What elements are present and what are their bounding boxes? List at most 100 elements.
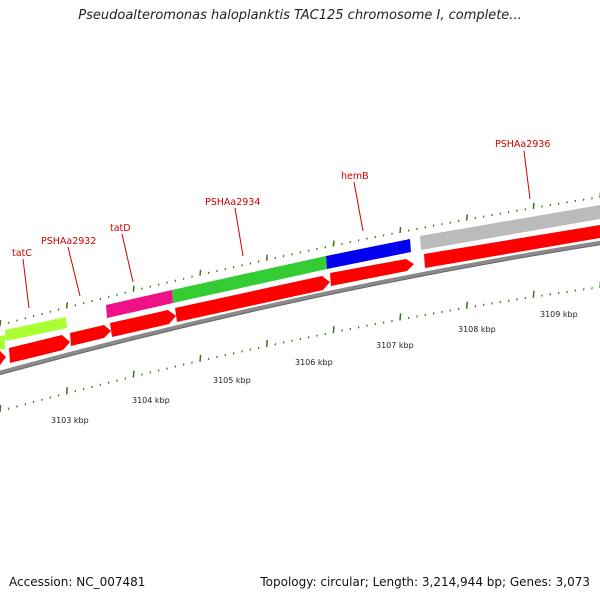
tick-mark xyxy=(299,337,302,341)
tick-mark xyxy=(65,387,69,395)
tick-mark xyxy=(407,229,410,232)
accession-text: Accession: NC_007481 xyxy=(9,575,146,589)
tick-mark xyxy=(499,212,502,215)
tick-mark xyxy=(324,246,327,249)
gene-bar-hemB[interactable] xyxy=(326,239,411,269)
cds-arrow[interactable] xyxy=(70,325,111,346)
tick-mark xyxy=(532,290,535,298)
tick-mark xyxy=(116,379,118,382)
tick-mark xyxy=(382,234,385,237)
tick-mark xyxy=(574,289,577,292)
cds-arrow[interactable] xyxy=(9,335,70,363)
tick-mark xyxy=(399,313,402,321)
tick-mark xyxy=(366,237,368,240)
tick-mark xyxy=(557,202,560,205)
gene-bar-tatD[interactable] xyxy=(106,290,173,318)
tick-mark xyxy=(465,301,469,309)
tick-mark xyxy=(265,339,269,348)
tick-mark xyxy=(174,279,177,282)
tick-mark xyxy=(307,249,310,252)
kbp-label: 3103 kbp xyxy=(51,416,89,425)
gene-bar-tatC[interactable] xyxy=(5,317,67,341)
leader-line xyxy=(121,233,134,283)
tick-mark xyxy=(16,319,18,322)
kbp-label: 3104 kbp xyxy=(132,396,170,405)
gene-label[interactable]: tatD xyxy=(110,223,131,234)
tick-mark xyxy=(374,322,377,326)
tick-mark xyxy=(157,369,160,372)
tick-mark xyxy=(391,232,393,235)
tick-mark xyxy=(491,302,493,305)
tick-mark xyxy=(549,293,552,296)
tick-mark xyxy=(591,197,593,200)
tick-mark xyxy=(132,370,135,378)
tick-mark xyxy=(416,227,418,231)
tick-mark xyxy=(524,208,527,211)
tick-mark xyxy=(449,221,452,224)
tick-mark xyxy=(265,254,269,261)
map-title: Pseudoalteromonas haloplanktis TAC125 ch… xyxy=(78,8,522,23)
gene-label[interactable]: tatC xyxy=(12,248,32,259)
tick-mark xyxy=(549,203,552,207)
tick-mark xyxy=(457,219,460,223)
tick-mark xyxy=(65,302,69,309)
tick-mark xyxy=(149,371,152,374)
tick-mark xyxy=(507,299,510,302)
tick-mark xyxy=(199,269,202,276)
kbp-label: 3109 kbp xyxy=(540,310,578,319)
gene-bar-tatC[interactable] xyxy=(0,335,5,350)
tick-mark xyxy=(241,264,243,267)
tick-mark xyxy=(541,294,543,297)
tick-mark xyxy=(382,321,385,324)
tick-mark xyxy=(557,291,560,295)
tick-mark xyxy=(166,281,168,284)
tick-mark xyxy=(191,275,193,278)
cds-arrow[interactable] xyxy=(330,259,414,286)
tick-mark xyxy=(307,336,310,339)
tick-mark xyxy=(391,319,393,323)
tick-mark xyxy=(216,269,218,273)
gene-label[interactable]: hemB xyxy=(341,171,369,182)
tick-mark xyxy=(249,348,252,351)
tick-mark xyxy=(516,298,518,301)
cds-arrow[interactable] xyxy=(110,310,176,337)
cds-arrow[interactable] xyxy=(175,276,330,322)
tick-mark xyxy=(349,240,352,244)
tick-mark xyxy=(524,296,527,300)
tick-mark xyxy=(332,326,335,334)
tick-mark xyxy=(24,403,27,406)
gene-label[interactable]: PSHAa2936 xyxy=(495,139,550,150)
tick-mark xyxy=(316,247,318,251)
tick-mark xyxy=(257,346,260,349)
tick-mark xyxy=(399,227,402,234)
tick-mark xyxy=(57,394,60,397)
tick-mark xyxy=(107,381,110,384)
tick-mark xyxy=(341,242,343,245)
tick-mark xyxy=(124,377,127,380)
tick-mark xyxy=(532,202,535,209)
gene-label[interactable]: PSHAa2932 xyxy=(41,236,96,247)
tick-mark xyxy=(0,319,2,327)
gene-bar-PSHAa2934[interactable] xyxy=(172,256,327,303)
tick-mark xyxy=(432,312,435,315)
tick-mark xyxy=(357,239,360,242)
cds-arrow[interactable] xyxy=(424,225,600,268)
tick-mark xyxy=(299,251,302,254)
gene-label[interactable]: PSHAa2934 xyxy=(205,197,260,208)
chromosome-backbone-shadow xyxy=(0,244,600,376)
tick-mark xyxy=(199,354,202,362)
tick-mark xyxy=(232,352,235,355)
tick-mark xyxy=(124,291,127,294)
label-leader-lines xyxy=(22,150,531,309)
tick-mark xyxy=(474,305,477,308)
tick-mark xyxy=(507,210,510,214)
tick-mark xyxy=(441,310,443,314)
tick-mark xyxy=(457,307,460,311)
cds-arrow[interactable] xyxy=(0,351,6,366)
tick-mark xyxy=(407,316,410,320)
tick-mark xyxy=(191,361,193,364)
gene-bar-PSHAa2936[interactable] xyxy=(420,205,600,250)
leader-line xyxy=(22,258,30,309)
tick-mark xyxy=(82,387,85,391)
